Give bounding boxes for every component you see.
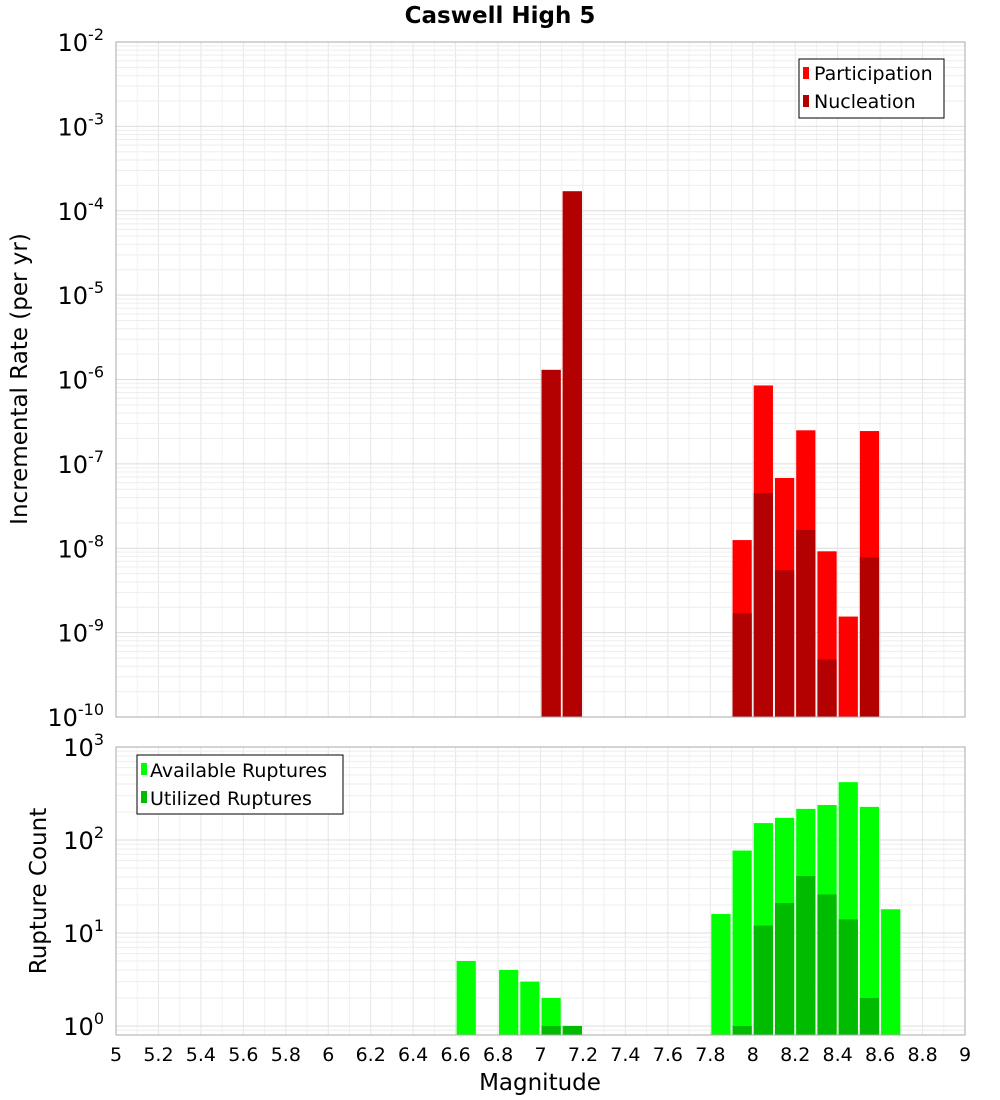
bottom-bar-available-ruptures <box>456 960 476 1035</box>
legend-swatch-available <box>141 763 147 775</box>
x-tick-label: 7.6 <box>653 1044 683 1066</box>
bottom-bar-available-ruptures <box>881 909 901 1035</box>
x-tick-label: 7.8 <box>695 1044 725 1066</box>
bottom-legend: Available Ruptures Utilized Ruptures <box>136 754 344 815</box>
legend-label-nucleation: Nucleation <box>814 91 916 113</box>
x-tick-labels: 5 5.2 5.4 5.6 5.8 6 6.2 6.4 6.6 6.8 7 7.2 7.4 7.6 7.8 8… <box>110 1044 971 1066</box>
bottom-bar-utilized-ruptures <box>732 1025 752 1035</box>
x-tick-label: 7.4 <box>610 1044 640 1066</box>
bottom-bars <box>456 782 901 1035</box>
bottom-bar-available-ruptures <box>859 806 880 1035</box>
bottom-plot-frame <box>115 746 966 1036</box>
x-tick-label: 8.8 <box>907 1044 937 1066</box>
top-gridlines <box>116 42 965 717</box>
bottom-bar-available-ruptures <box>520 981 540 1035</box>
x-tick-label: 9 <box>959 1044 971 1066</box>
y-tick-label: 102 <box>63 823 104 855</box>
top-bar-nucleation <box>541 369 561 717</box>
top-plot-frame <box>115 41 966 718</box>
x-tick-label: 6.6 <box>440 1044 470 1066</box>
y-tick-label: 10-3 <box>58 109 105 141</box>
x-tick-label: 7 <box>534 1044 546 1066</box>
top-bars <box>541 191 880 717</box>
bottom-bar-utilized-ruptures <box>753 925 773 1035</box>
x-tick-label: 6 <box>322 1044 334 1066</box>
bottom-bar-utilized-ruptures <box>774 903 795 1035</box>
top-bar-nucleation <box>753 493 773 717</box>
bottom-bar-available-ruptures <box>499 969 519 1035</box>
bottom-bar-utilized-ruptures <box>859 997 880 1035</box>
top-bar-nucleation <box>796 529 816 717</box>
top-bar-nucleation <box>817 659 837 717</box>
bottom-bar-utilized-ruptures <box>562 1025 582 1035</box>
x-tick-label: 5.6 <box>228 1044 258 1066</box>
top-y-axis-label: Incremental Rate (per yr) <box>7 233 33 525</box>
bottom-legend-box <box>136 754 344 815</box>
x-tick-label: 8.6 <box>865 1044 895 1066</box>
x-tick-label: 7.2 <box>568 1044 598 1066</box>
bottom-bar-utilized-ruptures <box>796 876 816 1035</box>
x-tick-label: 6.4 <box>398 1044 428 1066</box>
x-tick-label: 5.2 <box>143 1044 173 1066</box>
top-bar-nucleation <box>774 570 795 717</box>
legend-swatch-nucleation <box>803 95 809 107</box>
legend-label-available: Available Ruptures <box>150 760 327 782</box>
bottom-bar-available-ruptures <box>711 914 731 1035</box>
chart-title: Caswell High 5 <box>405 3 596 29</box>
top-bar-nucleation <box>562 191 582 717</box>
legend-swatch-participation <box>803 67 809 79</box>
x-tick-label: 8.2 <box>780 1044 810 1066</box>
y-tick-label: 10-5 <box>58 278 105 310</box>
legend-label-utilized: Utilized Ruptures <box>150 788 312 810</box>
bottom-y-axis-label: Rupture Count <box>26 808 52 974</box>
top-legend-box <box>798 58 945 119</box>
x-tick-label: 8 <box>747 1044 759 1066</box>
top-legend: Participation Nucleation <box>798 58 945 119</box>
bottom-bar-available-ruptures <box>541 997 561 1035</box>
legend-label-participation: Participation <box>814 63 933 85</box>
top-bar-nucleation <box>859 557 880 717</box>
bottom-bar-utilized-ruptures <box>838 919 858 1035</box>
x-tick-label: 5 <box>110 1044 122 1066</box>
x-tick-label: 6.8 <box>483 1044 513 1066</box>
bottom-bar-utilized-ruptures <box>817 894 837 1035</box>
top-bar-participation <box>838 616 858 717</box>
bottom-bar-available-ruptures <box>732 850 752 1035</box>
x-tick-label: 8.4 <box>823 1044 853 1066</box>
x-tick-label: 6.2 <box>356 1044 386 1066</box>
x-axis-label: Magnitude <box>479 1070 601 1096</box>
bottom-bar-utilized-ruptures <box>541 1025 561 1035</box>
x-tick-label: 5.4 <box>186 1044 216 1066</box>
x-tick-label: 5.8 <box>271 1044 301 1066</box>
top-bar-nucleation <box>732 613 752 717</box>
legend-swatch-utilized <box>141 791 147 803</box>
